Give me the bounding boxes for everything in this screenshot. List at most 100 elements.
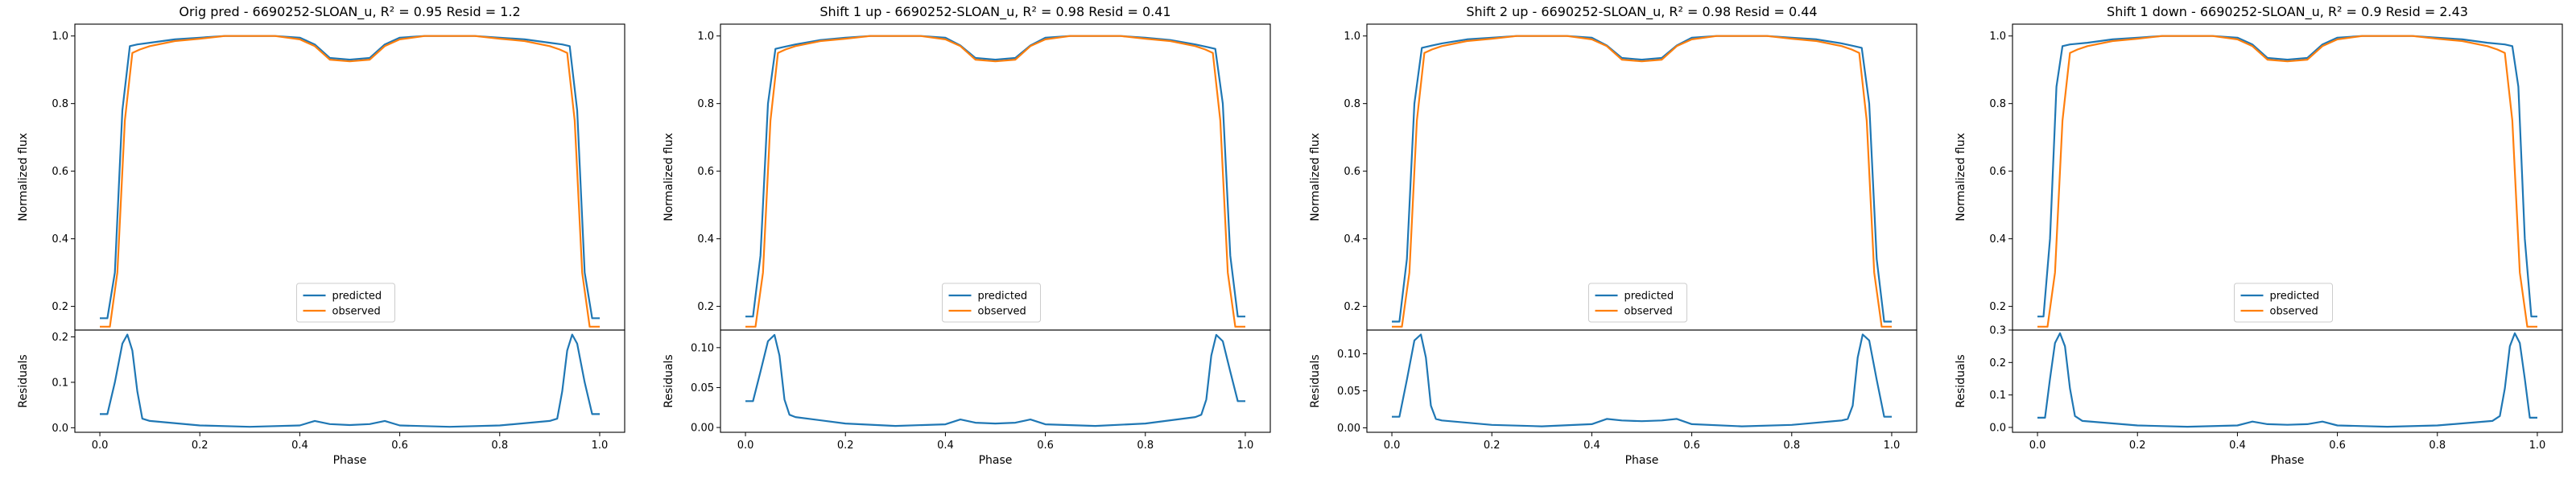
series-line-observed — [100, 35, 600, 328]
legend-entry-predicted: predicted — [1624, 291, 1674, 303]
x-tick-label: 0.6 — [391, 440, 408, 452]
x-tick-label: 1.0 — [1237, 440, 1254, 452]
x-tick-label: 0.2 — [2129, 440, 2146, 452]
residual-line — [2037, 332, 2537, 428]
residual-line — [100, 333, 600, 428]
main-y-tick-label: 0.2 — [1989, 301, 2006, 313]
x-axis-label: Phase — [979, 454, 1013, 467]
residual-y-tick-label: 0.00 — [1337, 423, 1360, 435]
series-line-observed — [2037, 35, 2537, 328]
legend-box — [942, 283, 1041, 323]
main-y-tick-label: 1.0 — [1344, 31, 1360, 43]
main-y-tick-label: 0.4 — [697, 233, 714, 246]
main-y-tick-label: 0.2 — [1344, 301, 1360, 313]
chart-panel-3: Shift 2 up - 6690252-SLOAN_u, R² = 0.98 … — [1309, 4, 1918, 467]
x-tick-label: 0.0 — [2029, 440, 2046, 452]
residual-y-tick-label: 0.05 — [1337, 386, 1360, 398]
x-tick-label: 0.8 — [1137, 440, 1154, 452]
main-y-tick-label: 0.4 — [52, 233, 68, 246]
x-tick-label: 0.6 — [1683, 440, 1700, 452]
main-y-axis-label: Normalized flux — [1309, 133, 1322, 221]
residual-axes-frame — [1366, 329, 1918, 433]
x-tick-label: 0.6 — [2329, 440, 2346, 452]
residual-y-tick-label: 0.0 — [1989, 422, 2006, 434]
main-y-tick-label: 1.0 — [52, 31, 68, 43]
residual-y-tick-label: 0.1 — [1989, 390, 2006, 402]
legend: predicted observed — [2234, 283, 2333, 323]
legend-box — [2234, 283, 2333, 323]
main-y-tick-label: 0.2 — [697, 301, 714, 313]
main-y-tick-label: 0.8 — [697, 98, 714, 110]
legend: predicted observed — [942, 283, 1041, 323]
legend-entry-observed: observed — [332, 306, 381, 318]
x-tick-label: 0.4 — [1583, 440, 1600, 452]
residual-y-tick-label: 0.2 — [1989, 357, 2006, 369]
x-tick-label: 0.6 — [1037, 440, 1054, 452]
residual-y-tick-label: 0.10 — [691, 342, 714, 354]
main-y-tick-label: 0.2 — [52, 301, 68, 313]
residual-y-tick-label: 0.0 — [52, 423, 68, 435]
x-axis-label: Phase — [1625, 454, 1659, 467]
x-tick-label: 0.8 — [2429, 440, 2446, 452]
x-tick-label: 0.0 — [737, 440, 754, 452]
main-y-tick-label: 0.6 — [1344, 166, 1360, 178]
series-line-predicted — [100, 35, 600, 320]
x-tick-label: 0.4 — [2229, 440, 2246, 452]
residual-line — [745, 333, 1245, 427]
main-y-axis-label: Normalized flux — [17, 133, 30, 221]
x-tick-label: 0.4 — [937, 440, 954, 452]
residual-y-tick-label: 0.00 — [691, 423, 714, 435]
residual-axes-frame — [720, 329, 1271, 433]
chart-panel-2: Shift 1 up - 6690252-SLOAN_u, R² = 0.98 … — [663, 4, 1271, 467]
legend-box — [1588, 283, 1687, 323]
main-y-tick-label: 1.0 — [697, 31, 714, 43]
legend-entry-observed: observed — [978, 306, 1026, 318]
chart-title: Shift 1 up - 6690252-SLOAN_u, R² = 0.98 … — [819, 4, 1170, 20]
residual-y-axis-label: Residuals — [1309, 354, 1322, 407]
main-y-tick-label: 1.0 — [1989, 31, 2006, 43]
legend-entry-predicted: predicted — [332, 291, 382, 303]
legend-entry-observed: observed — [1624, 306, 1673, 318]
legend-entry-predicted: predicted — [978, 291, 1028, 303]
series-line-observed — [1392, 35, 1892, 328]
main-y-tick-label: 0.6 — [1989, 166, 2006, 178]
chart-title: Shift 1 down - 6690252-SLOAN_u, R² = 0.9… — [2107, 4, 2468, 20]
x-tick-label: 0.4 — [291, 440, 308, 452]
main-y-tick-label: 0.4 — [1344, 233, 1360, 246]
main-y-tick-label: 0.6 — [697, 166, 714, 178]
x-tick-label: 1.0 — [2529, 440, 2546, 452]
x-tick-label: 0.8 — [491, 440, 508, 452]
x-tick-label: 0.2 — [192, 440, 208, 452]
main-y-tick-label: 0.8 — [52, 98, 68, 110]
legend-entry-observed: observed — [2270, 306, 2318, 318]
x-tick-label: 0.8 — [1783, 440, 1800, 452]
residual-y-tick-label: 0.05 — [691, 382, 714, 394]
residual-y-axis-label: Residuals — [17, 354, 30, 407]
chart-title: Shift 2 up - 6690252-SLOAN_u, R² = 0.98 … — [1466, 4, 1817, 20]
x-tick-label: 1.0 — [592, 440, 609, 452]
residual-axes-frame — [2012, 329, 2563, 433]
residual-axes-frame — [74, 329, 625, 433]
x-tick-label: 0.2 — [1484, 440, 1501, 452]
residual-y-tick-label: 0.1 — [52, 377, 68, 389]
main-y-tick-label: 0.6 — [52, 166, 68, 178]
main-y-tick-label: 0.8 — [1344, 98, 1360, 110]
x-tick-label: 0.2 — [837, 440, 854, 452]
series-line-predicted — [745, 35, 1245, 318]
residual-y-axis-label: Residuals — [1955, 354, 1967, 407]
x-axis-label: Phase — [2271, 454, 2305, 467]
residual-y-tick-label: 0.10 — [1337, 349, 1360, 361]
residual-y-tick-label: 0.3 — [1989, 325, 2006, 337]
chart-title: Orig pred - 6690252-SLOAN_u, R² = 0.95 R… — [179, 4, 520, 20]
series-line-predicted — [1392, 35, 1892, 323]
x-tick-label: 0.0 — [1384, 440, 1401, 452]
series-line-predicted — [2037, 35, 2537, 318]
x-axis-label: Phase — [333, 454, 367, 467]
x-tick-label: 1.0 — [1884, 440, 1901, 452]
legend-box — [296, 283, 395, 323]
residual-line — [1392, 333, 1892, 427]
main-y-axis-label: Normalized flux — [1955, 133, 1967, 221]
legend: predicted observed — [296, 283, 395, 323]
main-y-axis-label: Normalized flux — [663, 133, 675, 221]
